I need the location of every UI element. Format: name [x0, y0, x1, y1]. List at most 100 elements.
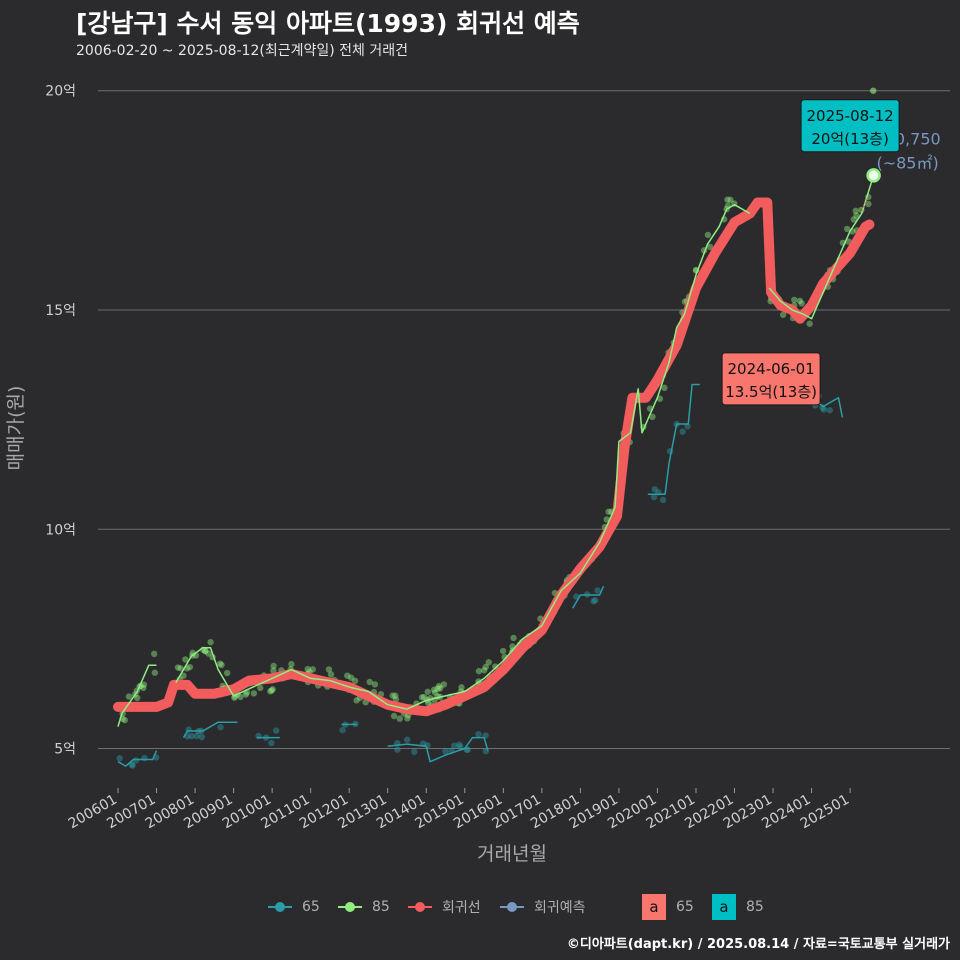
scatter-point [430, 686, 438, 693]
scatter-point [424, 688, 431, 695]
scatter-point [482, 663, 489, 671]
x-axis-ticks: 2006012007012008012009012010012011012012… [66, 788, 852, 832]
highlight-point [866, 168, 881, 183]
scatter-point [442, 748, 449, 755]
scatter-point [304, 665, 311, 673]
scatter-point [267, 688, 274, 695]
scatter-point [480, 667, 488, 674]
annotation-value: 20억(13층) [811, 130, 888, 148]
scatter-point [237, 693, 244, 701]
chart-title: [강남구] 수서 동익 아파트(1993) 회귀선 예측 [76, 9, 580, 38]
scatter-point [724, 196, 731, 203]
scatter-point [403, 736, 411, 743]
scatter-point [270, 667, 277, 674]
top-data-point [870, 87, 877, 94]
scatter-point [134, 694, 141, 702]
scatter-point [806, 320, 813, 327]
annotation-box [800, 99, 900, 153]
scatter-point [140, 681, 148, 688]
scatter-point [650, 493, 658, 501]
scatter-point [820, 406, 828, 413]
legend-item-regression[interactable]: 회귀선 [408, 893, 481, 921]
scatter-point [865, 200, 872, 208]
scatter-point [182, 656, 189, 663]
scatter-point [396, 715, 403, 722]
scatter-point [475, 667, 483, 675]
series-line-65 [572, 585, 605, 609]
scatter-point [339, 726, 346, 734]
legend-box-label-85: 85 [746, 899, 764, 915]
scatter-point [366, 678, 373, 686]
scatter-point [250, 690, 258, 697]
legend-label-65: 65 [302, 899, 320, 915]
scatter-point [458, 684, 465, 691]
scatter-point [216, 660, 224, 667]
scatter-point [420, 693, 428, 701]
scatter-point [218, 661, 225, 669]
scatter-point [455, 741, 463, 748]
scatter-point [151, 669, 159, 676]
legend-box-65[interactable]: a 65 [642, 893, 694, 921]
legend-item-85[interactable]: 85 [338, 893, 390, 921]
scatter-point [125, 693, 133, 700]
legend-key-prediction [500, 902, 524, 912]
scatter-point [177, 665, 184, 672]
legend-box-85[interactable]: a 85 [712, 893, 764, 921]
scatter-point [272, 727, 280, 734]
scatter-point [309, 666, 317, 673]
scatter-point [202, 647, 209, 655]
scatter-point [418, 694, 426, 701]
scatter-point [424, 742, 431, 749]
x-axis-label: 거래년월 [477, 843, 547, 865]
series-line-65 [647, 383, 700, 495]
scatter-point [174, 664, 182, 671]
scatter-point [706, 243, 714, 251]
series-line-65 [182, 721, 238, 738]
y-tick-label: 15억 [45, 303, 76, 319]
scatter-point [392, 692, 399, 699]
scatter-point [440, 681, 448, 688]
scatter-point [435, 682, 443, 690]
scatter-point [269, 686, 276, 693]
legend-item-prediction[interactable]: 회귀예측 [500, 893, 586, 921]
scatter-point [242, 691, 250, 698]
scatter-point [371, 681, 379, 688]
footer-credit: ©디아파트(dapt.kr) / 2025.08.14 / 자료=국토교통부 실… [566, 937, 950, 952]
scatter-point [121, 716, 128, 724]
scatter-point [325, 666, 333, 673]
y-axis-label: 매매가(원) [5, 386, 27, 471]
highlight-area-label: (~85㎡) [876, 153, 938, 172]
scatter-point [347, 674, 355, 681]
series-line-85 [175, 203, 751, 710]
annotation-date: 2025-08-12 [807, 107, 894, 125]
scatter-point [590, 598, 597, 605]
scatter-point [140, 684, 147, 692]
scatter-point [394, 746, 401, 753]
scatter-point [492, 663, 499, 670]
legend-label-prediction: 회귀예측 [534, 900, 586, 916]
legend-item-65[interactable]: 65 [268, 893, 320, 921]
annotations: 180,750(~85㎡)2025-08-1220억(13층)2024-06-0… [721, 87, 941, 406]
scatter-point [268, 739, 275, 747]
scatter-point [826, 407, 833, 414]
scatter-point [649, 413, 656, 421]
annotation-date: 2024-06-01 [728, 360, 815, 378]
scatter-point [217, 723, 224, 731]
y-tick-label: 10억 [45, 522, 76, 538]
scatter-point [796, 297, 804, 305]
scatter-point [150, 650, 158, 658]
series-line-65 [117, 750, 158, 767]
scatter-point [129, 762, 136, 769]
scatter-point [850, 216, 857, 223]
scatter-point [288, 660, 295, 668]
y-axis-ticks: 5억 10억 15억 20억 [45, 84, 76, 758]
scatter-point [434, 685, 441, 692]
scatter-point [351, 677, 359, 685]
legend-label-regression: 회귀선 [442, 900, 481, 916]
scatter-point [853, 212, 860, 219]
scatter-point [198, 733, 206, 741]
grid-lines [98, 90, 950, 750]
scatter-point [464, 746, 472, 753]
legend-key-65 [268, 902, 292, 912]
series-line-85 [768, 175, 875, 320]
